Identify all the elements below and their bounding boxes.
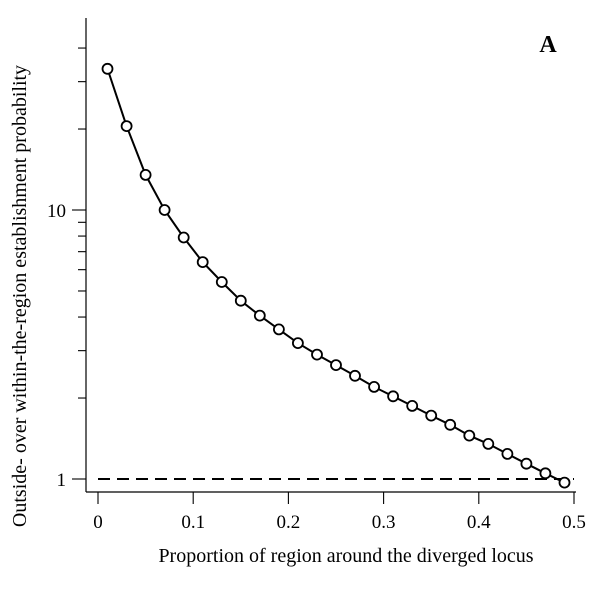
x-ticks: 0 0.1 0.2 0.3 0.4 0.5 <box>93 492 586 533</box>
data-point <box>482 437 495 450</box>
data-point <box>558 476 571 489</box>
data-point <box>444 418 457 431</box>
data-point <box>520 457 533 470</box>
x-tick-label: 0.1 <box>181 512 205 533</box>
data-point <box>291 337 304 350</box>
series-line <box>106 68 565 484</box>
data-point <box>196 256 209 269</box>
data-point <box>463 429 476 442</box>
y-ticks: 1 10 <box>47 47 86 491</box>
data-point <box>349 369 361 382</box>
x-tick-label: 0 <box>93 512 103 533</box>
y-tick-label: 1 <box>57 470 67 491</box>
data-point <box>368 380 381 393</box>
data-point <box>101 62 114 75</box>
data-point <box>311 348 323 361</box>
data-point <box>234 294 247 307</box>
x-tick-label: 0.4 <box>467 512 491 533</box>
panel-label: A <box>539 32 557 58</box>
y-axis-title: Outside- over within-the-region establis… <box>9 65 31 527</box>
y-tick-label: 10 <box>47 201 66 222</box>
data-point <box>177 231 190 244</box>
data-point <box>139 168 152 181</box>
data-point <box>253 309 266 322</box>
x-tick-label: 0.5 <box>562 512 586 533</box>
data-point <box>501 447 514 460</box>
data-point <box>120 120 133 132</box>
series-layer <box>101 62 571 489</box>
data-point <box>387 390 400 403</box>
data-point <box>539 467 552 480</box>
data-point <box>425 409 438 422</box>
data-point <box>215 276 228 288</box>
data-point <box>330 359 342 372</box>
x-tick-label: 0.3 <box>372 512 396 533</box>
x-axis-title: Proportion of region around the diverged… <box>158 545 533 567</box>
x-tick-label: 0.2 <box>277 512 301 533</box>
data-point <box>272 323 285 336</box>
data-point <box>158 204 171 216</box>
data-point <box>406 399 419 412</box>
